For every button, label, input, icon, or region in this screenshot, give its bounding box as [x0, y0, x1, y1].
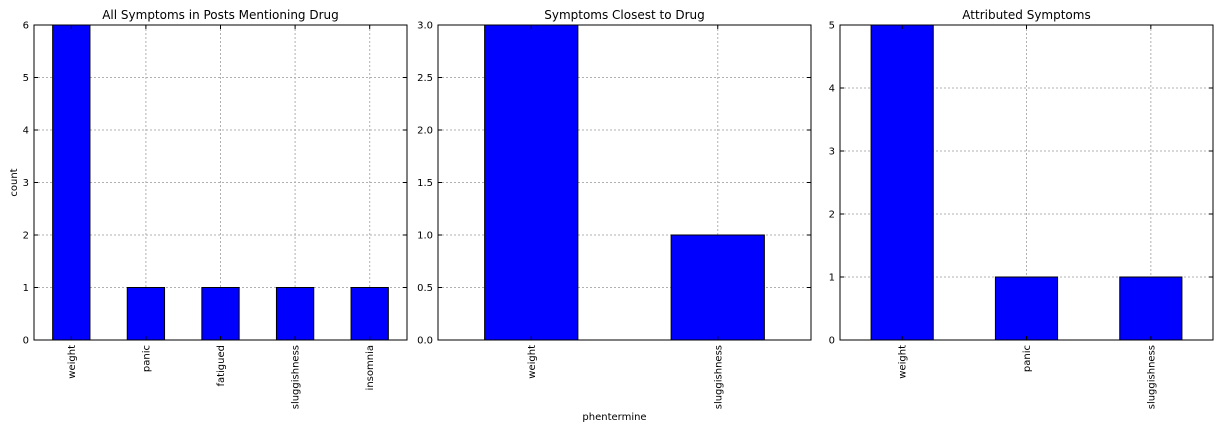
y-tick-label: 0	[23, 336, 29, 347]
y-tick-label: 2.0	[417, 126, 433, 137]
x-tick-label: sluggishness	[291, 345, 302, 409]
bar-panic	[994, 276, 1059, 341]
y-tick-label: 4	[23, 126, 29, 137]
y-tick-label: 1.0	[417, 231, 433, 242]
y-tick-label: 0.0	[417, 336, 433, 347]
y-tick-label: 3	[23, 178, 29, 189]
y-tick-label: 1.5	[417, 178, 433, 189]
y-tick-label: 6	[23, 21, 29, 32]
x-tick-label: sluggishness	[1146, 345, 1157, 409]
bar-weight	[484, 24, 579, 341]
y-tick-label: 2	[23, 231, 29, 242]
bar-panic	[126, 287, 166, 341]
x-tick-label: weight	[527, 345, 538, 379]
chart-all-symptoms: 0 1 2 3 4 5 6 weight panic fatigued sluggishness in…	[9, 8, 408, 409]
x-axis-label: phentermine	[582, 412, 646, 423]
y-tick-label: 4	[829, 84, 835, 95]
y-tick-label: 5	[23, 73, 29, 84]
y-tick-label: 1	[829, 273, 835, 284]
bar-sluggishness	[1119, 276, 1183, 341]
y-tick-label: 2.5	[417, 73, 433, 84]
chart-title: Symptoms Closest to Drug	[544, 8, 705, 22]
y-tick-label: 0	[829, 336, 835, 347]
chart-title: Attributed Symptoms	[962, 8, 1090, 22]
y-tick-label: 1	[23, 283, 29, 294]
bar-sluggishness	[670, 234, 765, 341]
y-tick-label: 3.0	[417, 21, 433, 32]
chart-attributed-symptoms: 0 1 2 3 4 5 weight panic sluggishness Attributed …	[829, 8, 1214, 409]
y-tick-label: 2	[829, 210, 835, 221]
x-tick-label: panic	[1022, 345, 1033, 372]
chart-title: All Symptoms in Posts Mentioning Drug	[102, 8, 339, 22]
bar-weight	[52, 24, 91, 341]
y-tick-label: 5	[829, 21, 835, 32]
bar-fatigued	[201, 287, 240, 341]
bar-sluggishness	[275, 287, 315, 341]
x-tick-label: sluggishness	[713, 345, 724, 409]
chart-symptoms-closest: 0.0 0.5 1.0 1.5 2.0 2.5 3.0 weight sluggishness S…	[417, 8, 812, 423]
y-axis-label: count	[9, 168, 20, 196]
x-tick-label: fatigued	[216, 345, 227, 387]
x-tick-label: panic	[141, 345, 152, 372]
x-tick-label: weight	[67, 345, 78, 379]
y-tick-label: 3	[829, 147, 835, 158]
y-tick-label: 0.5	[417, 283, 433, 294]
x-tick-label: insomnia	[365, 345, 376, 390]
x-tick-label: weight	[898, 345, 909, 379]
bar-insomnia	[350, 287, 389, 341]
bar-weight	[870, 24, 934, 341]
